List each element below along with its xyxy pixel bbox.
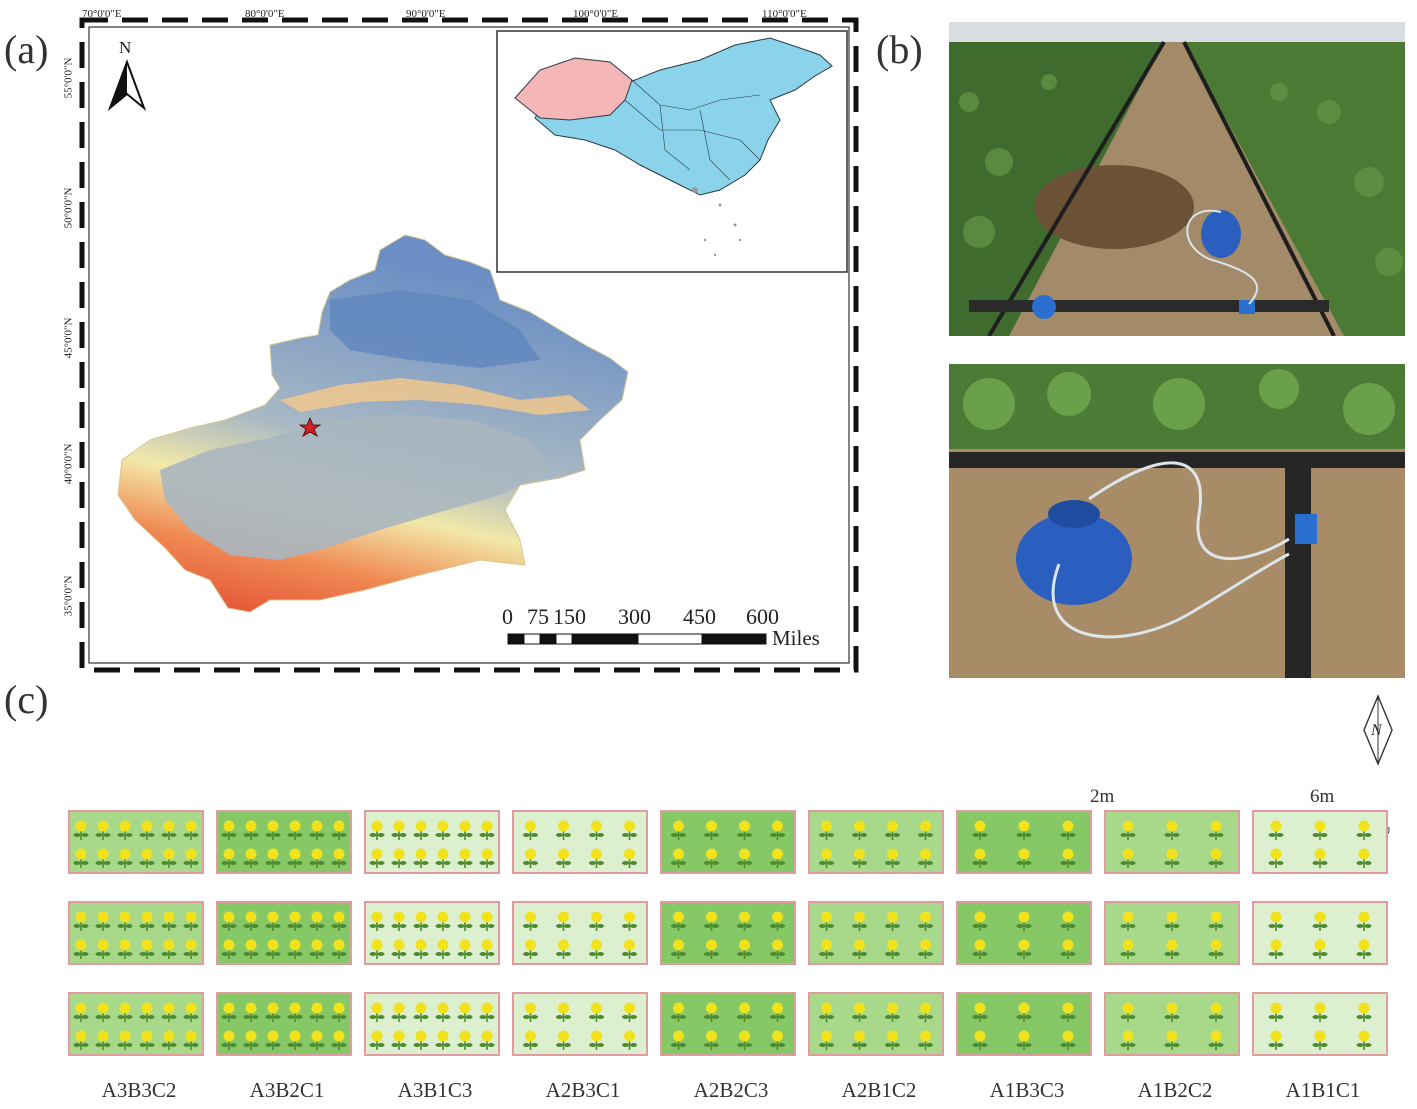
scale-number: 150 — [553, 604, 586, 629]
north-label: N — [119, 38, 132, 57]
treatment-label: A2B2C3 — [693, 1078, 769, 1102]
scale-bar — [507, 633, 767, 645]
panel-label-c: (c) — [4, 677, 49, 722]
field-plot — [808, 810, 944, 874]
scale-number: 75 — [527, 604, 549, 629]
lat-tick: 50°0'0"N — [62, 187, 75, 229]
field-plot — [68, 992, 204, 1056]
lat-tick: 45°0'0"N — [62, 317, 75, 359]
lon-tick: 70°0'0"E — [82, 8, 122, 20]
field-plot — [512, 810, 648, 874]
inset-xinjiang — [514, 57, 633, 121]
field-plot — [1252, 901, 1388, 965]
field-photo-bottom — [949, 364, 1405, 678]
north-arrow-small-icon — [1363, 694, 1393, 766]
lon-tick: 100°0'0"E — [573, 8, 619, 20]
lon-tick: 80°0'0"E — [245, 8, 285, 20]
field-photo-top — [949, 22, 1405, 336]
panel-label-b: (b) — [876, 27, 923, 72]
inset-china — [534, 37, 833, 196]
treatment-label: A1B2C2 — [1137, 1078, 1213, 1102]
treatment-label: A3B2C1 — [249, 1078, 325, 1102]
lon-tick: 110°0'0"E — [762, 8, 807, 20]
treatment-label: A2B1C2 — [841, 1078, 917, 1102]
field-plot — [660, 810, 796, 874]
field-plot — [364, 901, 500, 965]
field-plot — [512, 992, 648, 1056]
lat-tick: 40°0'0"N — [62, 443, 75, 485]
field-plot — [364, 810, 500, 874]
field-plot — [956, 810, 1092, 874]
scale-unit: Miles — [772, 626, 820, 650]
scale-number: 600 — [746, 604, 779, 629]
panel-label-a: (a) — [4, 27, 49, 72]
treatment-label: A3B1C3 — [397, 1078, 473, 1102]
lat-tick: 35°0'0"N — [62, 575, 75, 617]
map-frame — [79, 17, 859, 673]
scale-number: 0 — [502, 604, 513, 629]
plot-width-label: 2m — [1090, 786, 1115, 807]
field-plot — [1104, 810, 1240, 874]
treatment-label: A2B3C1 — [545, 1078, 621, 1102]
field-plot — [68, 810, 204, 874]
field-plot — [1104, 992, 1240, 1056]
field-plot — [1252, 992, 1388, 1056]
scale-number: 300 — [618, 604, 651, 629]
treatment-label: A1B3C3 — [989, 1078, 1065, 1102]
field-plot — [512, 901, 648, 965]
field-plot — [216, 901, 352, 965]
study-site-star — [298, 416, 322, 437]
field-plot — [364, 992, 500, 1056]
field-plot — [660, 901, 796, 965]
field-plot — [956, 992, 1092, 1056]
scale-number: 450 — [683, 604, 716, 629]
field-plot — [660, 992, 796, 1056]
plot-length-label: 6m — [1310, 786, 1335, 807]
treatment-label: A1B1C1 — [1285, 1078, 1361, 1102]
field-plot — [808, 901, 944, 965]
field-plot — [216, 810, 352, 874]
field-plot — [216, 992, 352, 1056]
field-plot — [808, 992, 944, 1056]
field-plot — [68, 901, 204, 965]
north-label-small: N — [1371, 722, 1382, 739]
field-plot — [1252, 810, 1388, 874]
field-plot — [1104, 901, 1240, 965]
lon-tick: 90°0'0"E — [406, 8, 446, 20]
lat-tick: 55°0'0"N — [62, 57, 75, 99]
field-plot — [956, 901, 1092, 965]
treatment-label: A3B3C2 — [101, 1078, 177, 1102]
